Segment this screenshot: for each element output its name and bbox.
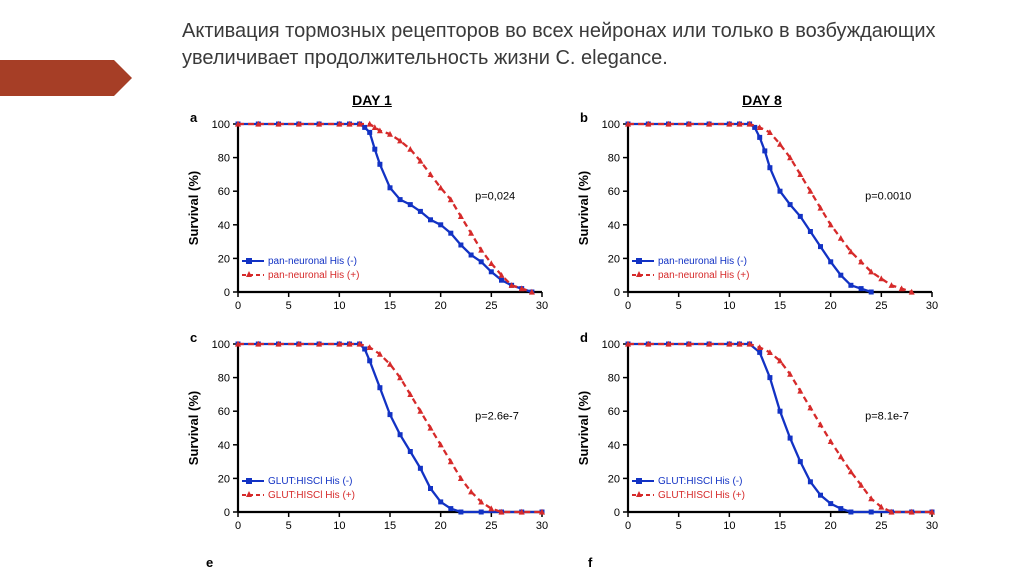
panel-letter-e: e [206,555,213,570]
svg-text:30: 30 [536,300,548,312]
svg-text:20: 20 [218,253,230,265]
svg-text:0: 0 [235,300,241,312]
svg-text:40: 40 [218,220,230,232]
svg-text:15: 15 [774,520,786,532]
svg-text:15: 15 [384,300,396,312]
svg-text:20: 20 [825,300,837,312]
chart-svg-c: 0 20 40 60 80 100 0 5 10 15 20 25 30 Survival (%) p=2.… [182,330,552,540]
panel-letter-d: d [580,330,588,345]
svg-text:p=0,024: p=0,024 [475,191,515,203]
svg-text:20: 20 [218,473,230,485]
svg-text:GLUT:HISCl His (-): GLUT:HISCl His (-) [268,476,352,487]
panel-d: d 0 20 40 60 80 100 0 5 10 15 20 25 30 Survival (%) p=… [572,330,952,540]
svg-text:pan-neuronal His (+): pan-neuronal His (+) [658,270,749,281]
svg-text:5: 5 [286,520,292,532]
panel-letter-c: c [190,330,197,345]
svg-text:p=0.0010: p=0.0010 [865,191,911,203]
svg-text:15: 15 [384,520,396,532]
svg-text:10: 10 [333,520,345,532]
svg-text:p=8.1e-7: p=8.1e-7 [865,411,909,423]
day-label-1: DAY 1 [352,92,392,108]
slide-title: Активация тормозных рецепторов во всех н… [182,18,962,72]
svg-text:100: 100 [602,339,620,351]
svg-text:GLUT:HISCl His (-): GLUT:HISCl His (-) [658,476,742,487]
svg-text:25: 25 [485,300,497,312]
panel-letter-a: a [190,110,197,125]
svg-text:Survival (%): Survival (%) [186,391,201,465]
svg-text:0: 0 [625,520,631,532]
svg-text:20: 20 [435,520,447,532]
svg-text:25: 25 [875,520,887,532]
chart-svg-d: 0 20 40 60 80 100 0 5 10 15 20 25 30 Survival (%) p=8.… [572,330,942,540]
svg-text:100: 100 [212,339,230,351]
svg-text:5: 5 [676,300,682,312]
svg-text:Survival (%): Survival (%) [186,171,201,245]
svg-text:30: 30 [926,520,938,532]
chart-grid: DAY 1 a 020406080100051015202530Survival… [182,110,952,540]
svg-text:0: 0 [224,287,230,299]
svg-text:pan-neuronal His (-): pan-neuronal His (-) [268,256,357,267]
svg-text:40: 40 [608,440,620,452]
panel-b: DAY 8 b 020406080100051015202530Survival… [572,110,952,320]
svg-text:60: 60 [608,406,620,418]
svg-text:5: 5 [286,300,292,312]
svg-text:pan-neuronal His (-): pan-neuronal His (-) [658,256,747,267]
panel-a: DAY 1 a 020406080100051015202530Survival… [182,110,562,320]
svg-text:0: 0 [625,300,631,312]
svg-text:10: 10 [333,300,345,312]
svg-text:40: 40 [218,440,230,452]
accent-ribbon [0,60,114,96]
chart-svg-a: 0 20 40 60 80 100 0 5 10 15 20 25 30 Survival (%) p=0,… [182,110,552,320]
svg-text:100: 100 [212,119,230,131]
svg-text:25: 25 [875,300,887,312]
panel-letter-b: b [580,110,588,125]
svg-text:30: 30 [536,520,548,532]
svg-text:100: 100 [602,119,620,131]
svg-text:20: 20 [608,253,620,265]
svg-text:10: 10 [723,300,735,312]
svg-text:5: 5 [676,520,682,532]
svg-text:20: 20 [608,473,620,485]
day-label-8: DAY 8 [742,92,782,108]
svg-text:20: 20 [435,300,447,312]
svg-text:0: 0 [235,520,241,532]
panel-c: c 0 20 40 60 80 100 0 5 10 15 20 25 30 Survival (%) p=… [182,330,562,540]
svg-text:Survival (%): Survival (%) [576,171,591,245]
svg-text:0: 0 [614,287,620,299]
svg-text:pan-neuronal His (+): pan-neuronal His (+) [268,270,359,281]
svg-text:GLUT:HISCl His (+): GLUT:HISCl His (+) [268,490,355,501]
svg-text:80: 80 [218,373,230,385]
svg-text:10: 10 [723,520,735,532]
svg-text:p=2.6e-7: p=2.6e-7 [475,411,519,423]
svg-text:25: 25 [485,520,497,532]
svg-text:80: 80 [218,153,230,165]
svg-text:60: 60 [608,186,620,198]
svg-text:40: 40 [608,220,620,232]
panel-letter-f: f [588,555,592,570]
svg-text:80: 80 [608,153,620,165]
svg-text:Survival (%): Survival (%) [576,391,591,465]
svg-text:GLUT:HISCl His (+): GLUT:HISCl His (+) [658,490,745,501]
svg-text:30: 30 [926,300,938,312]
svg-text:60: 60 [218,406,230,418]
svg-text:60: 60 [218,186,230,198]
svg-text:15: 15 [774,300,786,312]
svg-text:0: 0 [614,507,620,519]
chart-svg-b: 0 20 40 60 80 100 0 5 10 15 20 25 30 Survival (%) p=0.… [572,110,942,320]
svg-text:20: 20 [825,520,837,532]
svg-text:0: 0 [224,507,230,519]
svg-text:80: 80 [608,373,620,385]
